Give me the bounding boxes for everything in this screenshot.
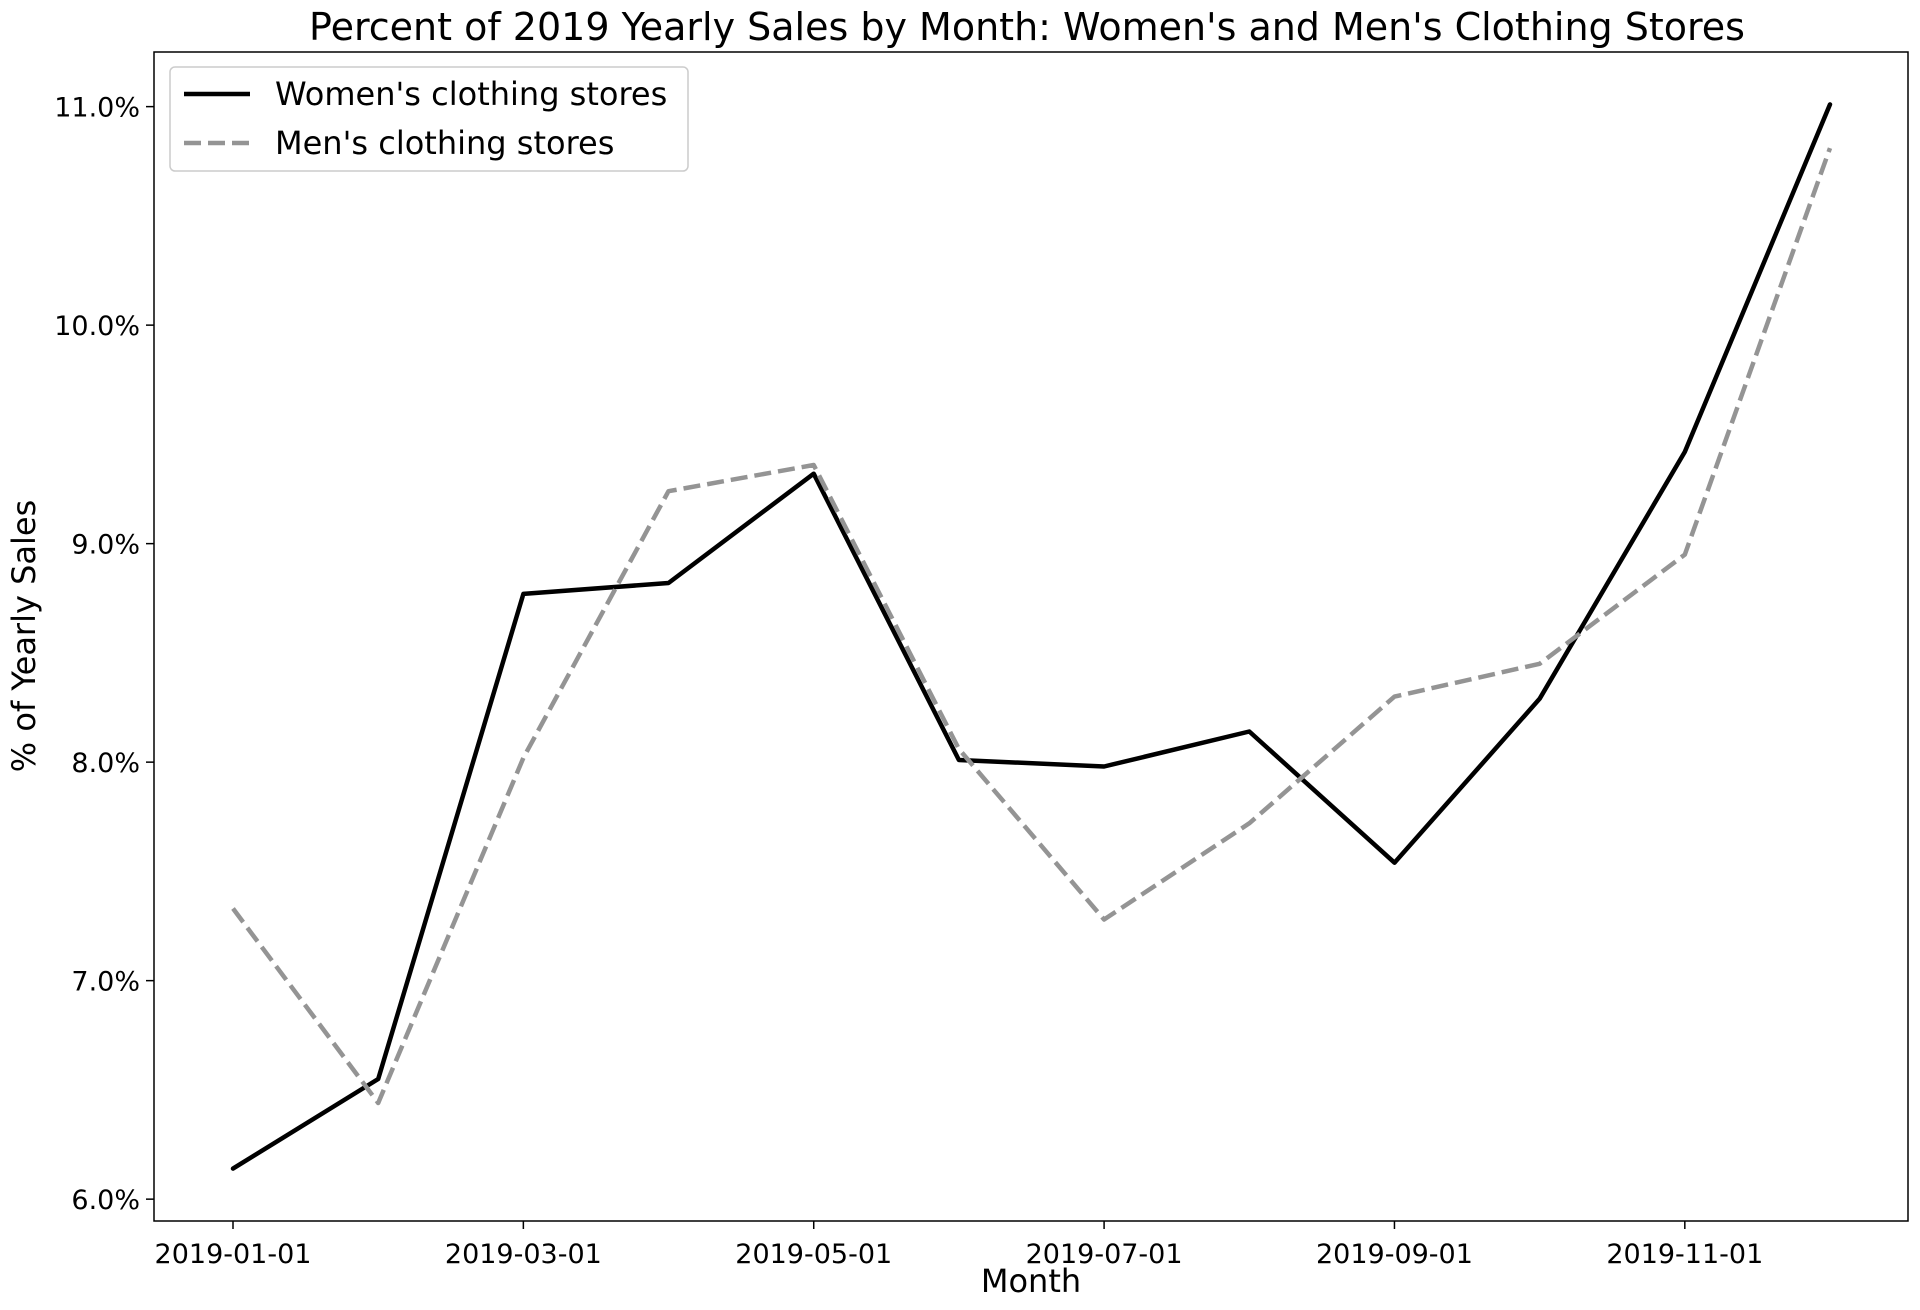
legend-label-mens: Men's clothing stores — [275, 124, 614, 162]
x-tick-label: 2019-01-01 — [155, 1239, 312, 1270]
x-axis-label: Month — [981, 1262, 1081, 1300]
x-tick-label: 2019-03-01 — [445, 1239, 602, 1270]
y-tick-label: 9.0% — [71, 530, 140, 561]
y-tick-label: 11.0% — [54, 93, 140, 124]
x-tick-label: 2019-05-01 — [735, 1239, 892, 1270]
legend-label-womens: Women's clothing stores — [275, 75, 667, 113]
y-axis-label: % of Yearly Sales — [5, 500, 43, 773]
x-tick-label: 2019-07-01 — [1026, 1239, 1183, 1270]
y-tick-label: 8.0% — [71, 748, 140, 779]
y-tick-label: 7.0% — [71, 967, 140, 998]
series-line-mens — [231, 147, 1833, 1106]
legend: Women's clothing stores Men's clothing st… — [169, 66, 689, 172]
legend-box — [169, 66, 689, 172]
y-tick-label: 6.0% — [71, 1185, 140, 1216]
series-line-womens — [230, 102, 1833, 1171]
plot-area: 6.0% 7.0% 8.0% 9.0% 10.0% 11.0% 2019-01-01 2019… — [54, 51, 1909, 1270]
plot-frame — [153, 51, 1909, 1222]
y-tick-label: 10.0% — [54, 311, 140, 342]
x-tick-label: 2019-11-01 — [1606, 1239, 1763, 1270]
x-tick-label: 2019-09-01 — [1316, 1239, 1473, 1270]
chart-title: Percent of 2019 Yearly Sales by Month: W… — [309, 5, 1745, 49]
